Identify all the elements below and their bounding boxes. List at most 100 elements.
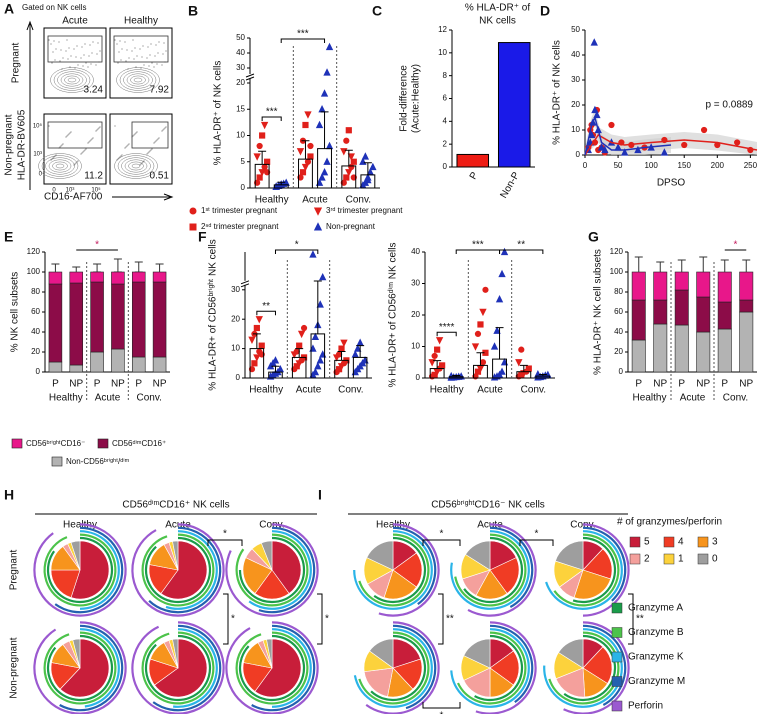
group-label: Acute	[95, 393, 121, 404]
event-dot	[74, 163, 76, 165]
data-point	[299, 169, 307, 176]
group-label: Healthy	[255, 195, 289, 206]
marker-ring	[572, 536, 617, 604]
data-point	[307, 142, 314, 150]
event-dot	[98, 127, 100, 129]
fit-line	[584, 115, 672, 156]
legend-swatch	[611, 602, 623, 614]
marker-ring	[582, 526, 627, 602]
marker-ring	[489, 624, 534, 704]
panel-title: CD56ᵈⁱᵐCD16⁺ NK cells	[122, 500, 229, 511]
bar-segment	[111, 348, 125, 373]
event-dot	[80, 57, 82, 59]
marker-ring	[43, 631, 117, 705]
bar-segment	[653, 299, 668, 325]
y-tick-label: 80	[31, 287, 40, 296]
y-tick-label: 10	[231, 344, 240, 353]
data-point	[318, 173, 326, 181]
pie-slice	[465, 540, 491, 571]
pie-slice	[489, 650, 520, 686]
y-tick-label: 50	[571, 25, 580, 34]
event-dot	[128, 57, 130, 59]
event-dot	[118, 51, 120, 53]
legend-label: 1	[678, 554, 684, 565]
event-dot	[81, 46, 83, 48]
marker-ring	[474, 634, 524, 702]
y-tick-label: 30	[411, 279, 420, 288]
event-dot	[116, 43, 118, 45]
data-point	[734, 139, 741, 146]
legend-label: CD56ᵇʳⁱᵍʰᵗCD16⁻	[26, 439, 85, 448]
event-dot	[65, 136, 67, 138]
event-dot	[125, 60, 127, 62]
y-axis-label: % HLA-DR+ of CD56ᵈⁱᵐ NK cells	[388, 243, 399, 388]
y-tick-label: 60	[31, 307, 40, 316]
event-dot	[134, 133, 136, 135]
event-dot	[140, 67, 142, 69]
event-dot	[158, 137, 160, 139]
contour	[131, 163, 141, 169]
data-point	[316, 300, 324, 308]
event-dot	[59, 60, 61, 62]
event-dot	[53, 40, 55, 42]
pie-slice	[172, 638, 179, 669]
axis-break	[240, 280, 250, 285]
group-label: Conv.	[521, 385, 546, 396]
data-point	[590, 38, 598, 46]
event-dot	[156, 139, 158, 141]
bar-segment	[674, 289, 689, 326]
error-bar	[495, 327, 504, 360]
marker-ring	[271, 628, 312, 708]
event-dot	[139, 164, 141, 166]
event-dot	[61, 68, 63, 70]
group-label: Conv.	[136, 393, 161, 404]
y-axis-label: % HLA-DR⁺ of NK cells	[213, 61, 224, 166]
contour	[67, 77, 77, 83]
legend-label: Perforin	[628, 701, 663, 712]
bar-segment	[69, 282, 84, 366]
event-dot	[84, 43, 86, 45]
data-point	[302, 121, 309, 129]
x-tick-label: NP	[739, 379, 753, 390]
marker-ring	[59, 624, 124, 712]
data-point	[256, 174, 263, 181]
event-dot	[91, 138, 93, 140]
contour	[114, 153, 158, 179]
significance-label: **	[517, 240, 525, 251]
bar-segment	[674, 271, 689, 291]
event-dot	[128, 143, 130, 145]
pie-slice	[260, 540, 273, 571]
marker-ring	[454, 533, 527, 607]
x-tick-label: P	[135, 379, 142, 390]
bar-segment	[69, 271, 84, 284]
contour	[133, 77, 143, 83]
y-tick-label: 0	[236, 373, 241, 382]
x-axis-label: CD16-AF700	[44, 192, 103, 203]
y-tick-label: 10³	[33, 152, 42, 158]
bar-segment	[152, 281, 167, 358]
event-dot	[135, 66, 137, 68]
legend-swatch	[629, 536, 641, 548]
error-bar	[677, 259, 686, 272]
event-dot	[136, 55, 138, 57]
event-dot	[92, 41, 94, 43]
bar-segment	[90, 281, 104, 353]
error-bar	[433, 360, 442, 369]
bar-segment	[739, 311, 754, 373]
legend-label: 5	[644, 537, 650, 548]
event-dot	[163, 42, 165, 44]
event-dot	[149, 54, 151, 56]
data-point	[601, 145, 609, 154]
data-point	[476, 365, 485, 373]
legend-label: Granzyme A	[628, 603, 683, 614]
event-dot	[155, 140, 157, 142]
pie-slice	[582, 646, 613, 684]
x-tick-label: 0	[52, 188, 56, 194]
pie-slice	[555, 667, 586, 698]
data-point	[313, 222, 323, 231]
panel-letter: G	[588, 229, 599, 245]
event-dot	[127, 68, 129, 70]
event-dot	[85, 62, 87, 64]
event-dot	[154, 141, 156, 143]
